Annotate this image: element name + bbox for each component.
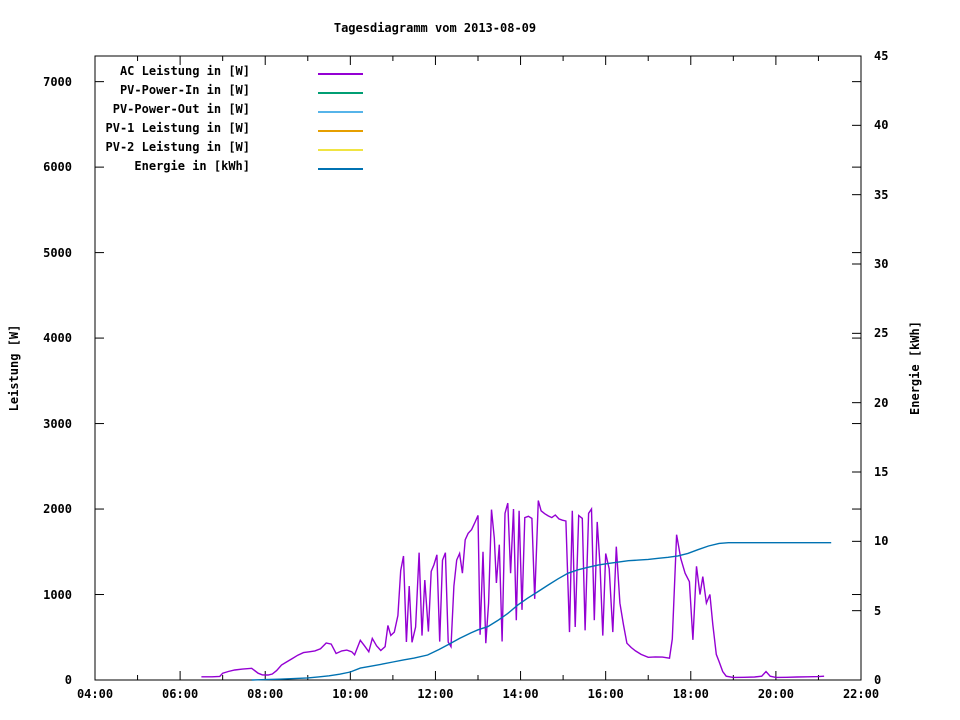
y2-tick-label: 45 <box>874 49 889 63</box>
y2-tick-label: 5 <box>874 603 882 618</box>
x-tick-label: 14:00 <box>502 687 539 701</box>
series-ac-leistung-in-w- <box>201 500 825 679</box>
y-tick-label: 0 <box>64 673 72 687</box>
legend-label: PV-Power-Out in [W] <box>112 102 250 116</box>
y-tick-label: 4000 <box>43 331 72 346</box>
legend-label: PV-1 Leistung in [W] <box>105 121 251 135</box>
y2-tick-label: 20 <box>874 395 889 410</box>
legend-label: PV-Power-In in [W] <box>119 83 250 97</box>
legend-label: AC Leistung in [W] <box>119 64 250 78</box>
x-tick-label: 12:00 <box>417 687 454 701</box>
legend-label: Energie in [kWh] <box>134 159 250 173</box>
x-tick-label: 08:00 <box>247 687 284 701</box>
y2-tick-label: 15 <box>874 465 889 479</box>
y2-tick-label: 0 <box>874 673 882 687</box>
legend-line-sample <box>318 149 363 151</box>
y-axis-label: Leistung [W] <box>7 324 21 412</box>
y-tick-label: 2000 <box>43 502 72 517</box>
legend-label: PV-2 Leistung in [W] <box>105 140 251 154</box>
x-tick-label: 04:00 <box>76 687 114 701</box>
legend-line-sample <box>318 168 363 170</box>
y2-tick-label: 40 <box>874 118 889 133</box>
y-tick-label: 1000 <box>43 587 72 602</box>
chart-title: Tagesdiagramm vom 2013-08-09 <box>333 21 537 35</box>
legend-line-sample <box>318 130 363 132</box>
x-tick-label: 06:00 <box>162 687 199 701</box>
x-tick-label: 18:00 <box>672 687 709 701</box>
legend-line-sample <box>318 73 363 75</box>
x-tick-label: 16:00 <box>587 687 624 701</box>
y-tick-label: 6000 <box>43 160 72 175</box>
x-tick-label: 22:00 <box>842 687 880 701</box>
y2-tick-label: 30 <box>874 257 889 271</box>
x-tick-label: 10:00 <box>332 687 369 701</box>
legend-line-sample <box>318 92 363 94</box>
y2-tick-label: 35 <box>874 187 889 202</box>
y-tick-label: 3000 <box>43 416 72 431</box>
x-tick-label: 20:00 <box>757 687 794 701</box>
y2-axis-label: Energie [kWh] <box>908 321 922 415</box>
series-energie-in-kwh- <box>251 542 832 681</box>
y-tick-label: 5000 <box>43 245 72 260</box>
y-tick-label: 7000 <box>43 74 72 89</box>
legend-line-sample <box>318 111 363 113</box>
y2-tick-label: 25 <box>874 326 889 341</box>
y2-tick-label: 10 <box>874 534 889 549</box>
